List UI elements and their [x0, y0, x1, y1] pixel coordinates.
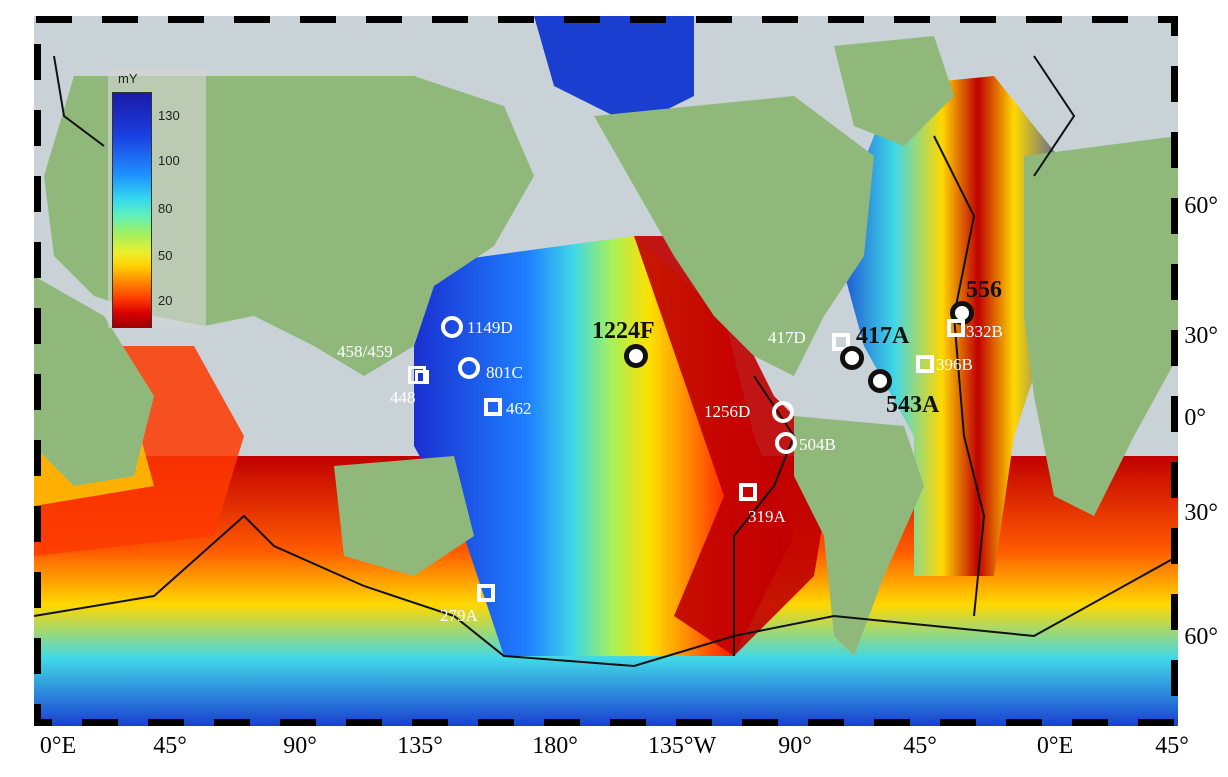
- site-marker-396B: [916, 355, 934, 373]
- lat-label-60S: 60°: [1184, 624, 1218, 650]
- lat-label-60N: 60°: [1184, 193, 1218, 219]
- site-label-556: 556: [966, 277, 1002, 303]
- lon-label-45: 45°: [153, 733, 187, 759]
- lon-label-90: 90°: [283, 733, 317, 759]
- legend-tick: 130: [158, 108, 180, 123]
- age-legend: mY 130 100 80 50 20: [108, 68, 206, 328]
- site-marker-543A: [868, 369, 892, 393]
- legend-tick: 80: [158, 201, 173, 216]
- site-label-417D: 417D: [768, 328, 806, 347]
- site-label-279A: 279A: [440, 606, 478, 625]
- site-marker-462: [484, 398, 502, 416]
- site-label-458-459: 458/459: [337, 342, 393, 361]
- site-marker-1224F: [624, 344, 648, 368]
- site-marker-332B: [947, 319, 965, 337]
- site-marker-801C: [458, 357, 480, 379]
- lon-label-45W: 45°: [903, 733, 937, 759]
- site-label-504B: 504B: [799, 435, 836, 454]
- legend-tick: 50: [158, 248, 173, 263]
- map-frame: mY 130 100 80 50 20 1149D 801C 458/459 4…: [34, 16, 1178, 726]
- legend-colorbar: [112, 92, 152, 328]
- site-label-1224F: 1224F: [592, 318, 655, 344]
- lat-label-30S: 30°: [1184, 500, 1218, 526]
- site-marker-1149D: [441, 316, 463, 338]
- lon-label-180: 180°: [532, 733, 578, 759]
- lon-label-90W: 90°: [778, 733, 812, 759]
- legend-title: mY: [118, 71, 138, 86]
- lon-label-135: 135°: [397, 733, 443, 759]
- site-marker-1256D: [772, 401, 794, 423]
- lat-label-0: 0°: [1184, 405, 1206, 431]
- legend-tick: 100: [158, 153, 180, 168]
- site-marker-279A: [477, 584, 495, 602]
- site-label-1149D: 1149D: [467, 318, 513, 337]
- site-label-448: 448: [390, 388, 416, 407]
- site-label-319A: 319A: [748, 507, 786, 526]
- site-label-462: 462: [506, 399, 532, 418]
- site-marker-504B: [775, 432, 797, 454]
- site-label-801C: 801C: [486, 363, 523, 382]
- site-marker-459: [415, 370, 429, 384]
- lon-label-45E-right: 45°: [1155, 733, 1189, 759]
- site-marker-417A: [840, 346, 864, 370]
- lon-label-0E-right: 0°E: [1036, 733, 1074, 759]
- east-pacific-rise: [634, 236, 834, 656]
- legend-tick: 20: [158, 293, 173, 308]
- site-label-417A: 417A: [856, 323, 910, 349]
- site-label-543A: 543A: [886, 392, 940, 418]
- lat-label-30N: 30°: [1184, 323, 1218, 349]
- site-label-1256D: 1256D: [704, 402, 751, 421]
- arctic-ocean: [534, 16, 694, 126]
- site-label-396B: 396B: [936, 355, 973, 374]
- seafloor-age-map: [34, 16, 1178, 726]
- site-marker-417D: [832, 333, 850, 351]
- lon-label-0E: 0°E: [39, 733, 77, 759]
- site-label-332B: 332B: [966, 322, 1003, 341]
- lon-label-135W: 135°W: [647, 733, 717, 759]
- site-marker-319A: [739, 483, 757, 501]
